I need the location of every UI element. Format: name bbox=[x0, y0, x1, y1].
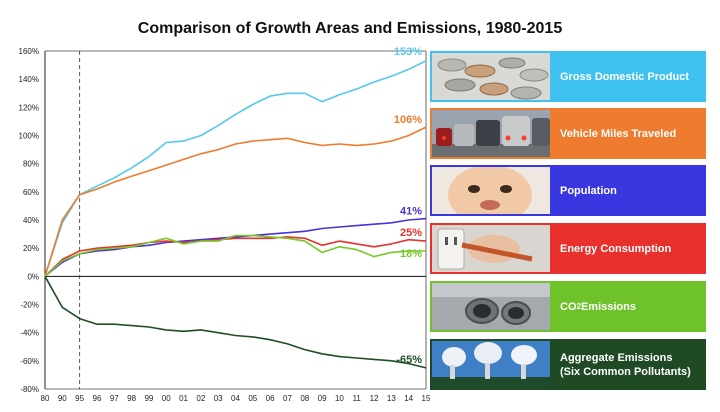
x-tick-label: 05 bbox=[248, 394, 257, 403]
x-tick-label: 98 bbox=[127, 394, 136, 403]
legend-energy: Energy Consumption bbox=[430, 223, 706, 274]
x-tick-label: 03 bbox=[214, 394, 223, 403]
x-tick-label: 01 bbox=[179, 394, 188, 403]
legend-co2: CO 2 Emissions bbox=[430, 281, 706, 332]
x-tick-label: 08 bbox=[300, 394, 309, 403]
axes bbox=[44, 50, 427, 390]
x-tick-label: 80 bbox=[41, 394, 50, 403]
series-line-3 bbox=[44, 236, 427, 277]
x-tick-label: 13 bbox=[387, 394, 396, 403]
series-line-1 bbox=[44, 126, 427, 277]
legend-population-label: Population bbox=[560, 184, 617, 197]
y-tick-label: 160% bbox=[19, 47, 39, 56]
legend-vehicle-miles-label: Vehicle Miles Traveled bbox=[560, 127, 677, 140]
x-tick-label: 14 bbox=[404, 394, 413, 403]
x-tick-label: 10 bbox=[335, 394, 344, 403]
series-end-labels: 153% 106% 41% 25% 18% -65% bbox=[394, 46, 422, 366]
y-tick-label: 120% bbox=[19, 103, 39, 112]
coins-photo bbox=[432, 53, 550, 100]
x-tick-label: 90 bbox=[58, 394, 67, 403]
legend-gdp-label: Gross Domestic Product bbox=[560, 70, 689, 83]
y-tick-label: 0% bbox=[27, 272, 39, 281]
series-end-label-3: 25% bbox=[400, 227, 422, 239]
y-tick-label: -80% bbox=[20, 385, 39, 394]
legend-aggregate-emissions-label: Aggregate Emissions (Six Common Pollutan… bbox=[560, 351, 691, 378]
y-tick-label: 60% bbox=[23, 188, 39, 197]
legend-co2-label: CO 2 Emissions bbox=[560, 300, 636, 313]
legend-gdp: Gross Domestic Product bbox=[430, 51, 706, 102]
y-tick-label: 100% bbox=[19, 132, 39, 141]
y-tick-label: 80% bbox=[23, 160, 39, 169]
y-axis-tick-labels: 160% 140% 120% 100% 80% 60% 40% 20% 0% -20% -40% -6… bbox=[19, 47, 39, 394]
legend-energy-label: Energy Consumption bbox=[560, 242, 672, 255]
x-tick-label: 96 bbox=[93, 394, 102, 403]
x-tick-label: 09 bbox=[318, 394, 327, 403]
x-axis-tick-labels: 80 90 95 96 97 98 99 00 01 02 03 04 05 06 07 08 09 10 11 12… bbox=[41, 394, 430, 403]
smokestacks-photo bbox=[432, 341, 550, 388]
series-end-label-1: 106% bbox=[394, 114, 422, 126]
x-tick-label: 95 bbox=[75, 394, 84, 403]
legend-population: Population bbox=[430, 165, 706, 216]
y-tick-label: 40% bbox=[23, 216, 39, 225]
x-tick-label: 04 bbox=[231, 394, 240, 403]
x-tick-label: 11 bbox=[353, 394, 362, 403]
series-end-label-4: 18% bbox=[400, 248, 422, 260]
x-tick-label: 07 bbox=[283, 394, 292, 403]
chart-title: Comparison of Growth Areas and Emissions… bbox=[137, 20, 563, 37]
series-end-label-0: 153% bbox=[394, 46, 422, 58]
x-tick-label: 02 bbox=[196, 394, 205, 403]
x-tick-label: 97 bbox=[110, 394, 119, 403]
series-line-0 bbox=[44, 60, 427, 277]
legend-vehicle-miles: Vehicle Miles Traveled bbox=[430, 108, 706, 159]
x-tick-label: 12 bbox=[370, 394, 379, 403]
legend-aggregate-emissions: Aggregate Emissions (Six Common Pollutan… bbox=[430, 339, 706, 390]
exhaust-pipe-photo bbox=[432, 283, 550, 330]
y-tick-label: 20% bbox=[23, 244, 39, 253]
x-tick-label: 15 bbox=[422, 394, 430, 403]
y-tick-label: 140% bbox=[19, 75, 39, 84]
series-line-4 bbox=[44, 234, 426, 277]
series-line-5 bbox=[44, 275, 427, 369]
line-chart: 160% 140% 120% 100% 80% 60% 40% 20% 0% -20% -40% -6… bbox=[19, 46, 430, 403]
x-tick-label: 99 bbox=[144, 394, 153, 403]
series-end-label-5: -65% bbox=[396, 354, 422, 366]
series-end-label-2: 41% bbox=[400, 206, 422, 218]
y-tick-label: -40% bbox=[20, 329, 39, 338]
power-outlet-photo bbox=[432, 225, 550, 272]
x-tick-label: 00 bbox=[162, 394, 171, 403]
series-lines bbox=[44, 60, 427, 369]
series-line-2 bbox=[44, 217, 427, 277]
y-tick-label: -60% bbox=[20, 357, 39, 366]
traffic-photo bbox=[432, 110, 550, 157]
x-tick-label: 06 bbox=[266, 394, 275, 403]
baby-photo bbox=[432, 167, 550, 214]
y-tick-label: -20% bbox=[20, 301, 39, 310]
